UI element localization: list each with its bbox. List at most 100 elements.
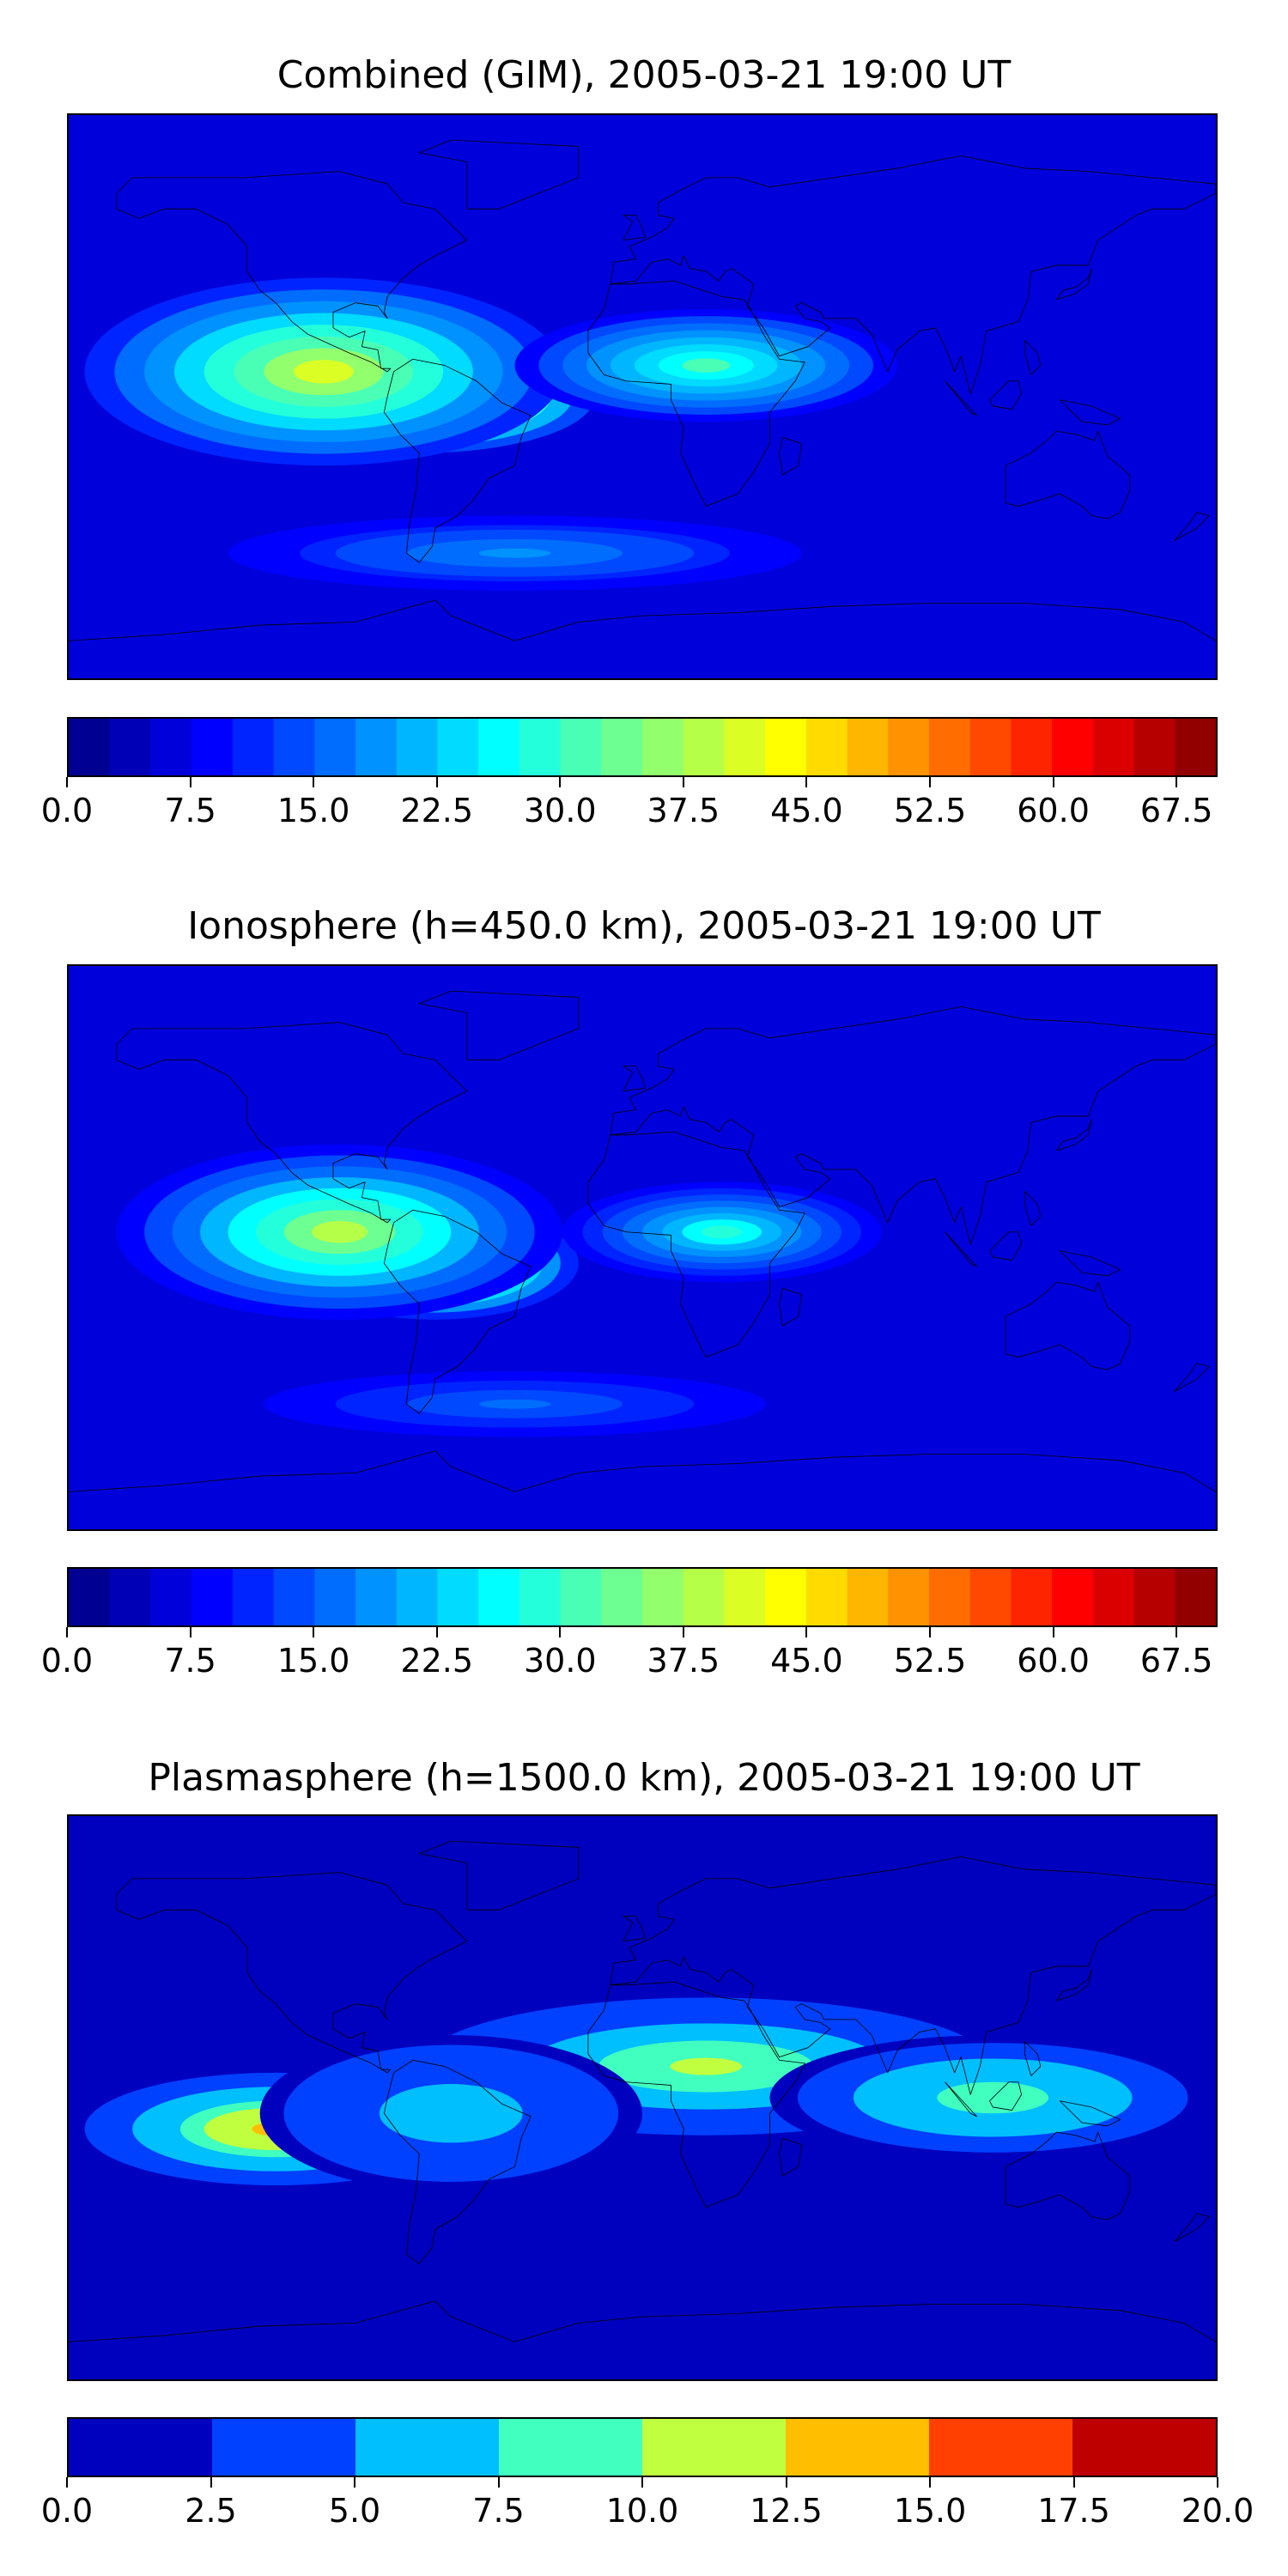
colorbar-tick [354,2477,355,2488]
colorbar-segment [683,719,726,775]
contour-band [670,2057,742,2075]
colorbar-tick-label: 45.0 [770,792,843,829]
colorbar-segment [355,1569,398,1625]
coastline [1060,400,1121,425]
colorbar-ticks-combined: 0.0 7.5 15.0 22.5 30.0 37.5 45.0 52.5 60.0 67.5 [41,777,1218,829]
coastline [384,359,531,562]
colorbar-tick-label: 7.5 [164,1642,216,1680]
colorbar-tick-label: 17.5 [1037,2492,1110,2530]
colorbar-tick [805,777,808,787]
coastline [611,1006,1216,1244]
colorbar-segment [273,719,315,775]
colorbar-segment [1092,1569,1135,1625]
colorbar-ticks-plasmasphere: 0.0 2.5 5.0 7.5 10.0 12.5 15.0 17.5 20.0 [41,2477,1254,2530]
colorbar-tick [929,2477,931,2488]
colorbar-segment [724,719,766,775]
coastline [1175,2214,1210,2242]
panel-title-ionosphere: Ionosphere (h=450.0 km), 2005-03-21 19:0… [187,904,1101,948]
colorbar-segment [929,2419,1073,2476]
contour-band [427,2103,476,2123]
colorbar-segment [478,719,520,775]
colorbar-segment [1072,2419,1216,2476]
coastline [69,1451,1216,1492]
colorbar-tick [1052,777,1054,787]
colorbar-plasmasphere [67,2417,1218,2477]
colorbar-segment [765,1569,807,1625]
colorbar-tick-label: 30.0 [523,792,597,829]
colorbar-segment [314,1569,356,1625]
colorbar-tick [313,1627,315,1637]
colorbar-segment [724,1569,766,1625]
colorbar-tick-label: 0.0 [40,2492,94,2530]
colorbar-tick [682,777,684,787]
coastline [945,381,977,416]
colorbar-tick [1176,1627,1178,1637]
colorbar-segment [888,719,930,775]
colorbar-tick-label: 7.5 [472,2492,525,2530]
colorbar-tick [435,777,438,787]
colorbar-tick-label: 30.0 [523,1642,597,1680]
coastline [1056,1120,1091,1151]
colorbar-tick [641,2477,643,2488]
colorbar-tick-label: 12.5 [750,2492,823,2530]
colorbar-tick [189,1627,191,1637]
colorbar-segment [805,719,848,775]
coastline [780,437,802,475]
coastline [990,2082,1022,2111]
colorbar-tick [66,777,68,787]
colorbar-segment [314,719,356,775]
colorbar-segment [601,1569,643,1625]
colorbar-ticks-ionosphere: 0.0 7.5 15.0 22.5 30.0 37.5 45.0 52.5 60.0 67.5 [41,1627,1218,1680]
coastline [990,381,1022,410]
contour-band [311,1221,368,1243]
colorbar-tick-label: 10.0 [605,2492,679,2530]
coastline [117,1023,467,1223]
colorbar-segment [191,1569,234,1625]
colorbar-segment [273,1569,315,1625]
colorbar-tick-label: 15.0 [276,1642,350,1680]
colorbar-segment [1011,719,1053,775]
colorbar-tick [1072,2477,1075,2488]
colorbar-segment [929,719,971,775]
colorbar-segment [1133,1569,1176,1625]
coastline [69,2301,1216,2342]
colorbar-segment [805,1569,848,1625]
colorbar-segment [69,719,111,775]
colorbar-tick-label: 20.0 [1181,2492,1255,2530]
coastline [1060,1251,1121,1276]
colorbar-segment [601,719,643,775]
coastline [623,1917,646,1941]
colorbar-tick-label: 67.5 [1139,1642,1213,1680]
colorbar-tick [929,777,931,787]
colorbar-segment [1052,719,1094,775]
colorbar-tick-label: 22.5 [400,792,474,829]
colorbar-segment [847,1569,889,1625]
colorbar-segment [109,1569,152,1625]
colorbar-tick-label: 7.5 [164,792,216,829]
colorbar-segment [69,1569,111,1625]
colorbar-tick [1217,2477,1218,2488]
colorbar-tick [785,2477,787,2488]
colorbar-tick [559,777,562,787]
colorbar-tick-label: 0.0 [40,792,94,829]
colorbar-segment [150,719,192,775]
coastline [945,1232,977,1267]
map-combined [67,113,1218,680]
colorbar-segment [1052,1569,1094,1625]
colorbar-tick-label: 60.0 [1017,792,1090,829]
colorbar-tick-label: 52.5 [893,1642,967,1680]
colorbar-segment [929,1569,971,1625]
colorbar-segment [499,2419,643,2476]
coastline [1024,2041,1041,2075]
colorbar-combined [67,717,1218,777]
coastline [1175,1364,1210,1392]
colorbar-segment [191,719,234,775]
colorbar-tick-label: 15.0 [276,792,350,829]
colorbar-segment [355,2419,500,2476]
coastline [945,2082,977,2117]
contour-band [702,1225,742,1239]
colorbar-tick-label: 5.0 [328,2492,381,2530]
coastline [384,1210,531,1413]
colorbar-segment [642,719,684,775]
colorbar-tick [66,2477,68,2488]
